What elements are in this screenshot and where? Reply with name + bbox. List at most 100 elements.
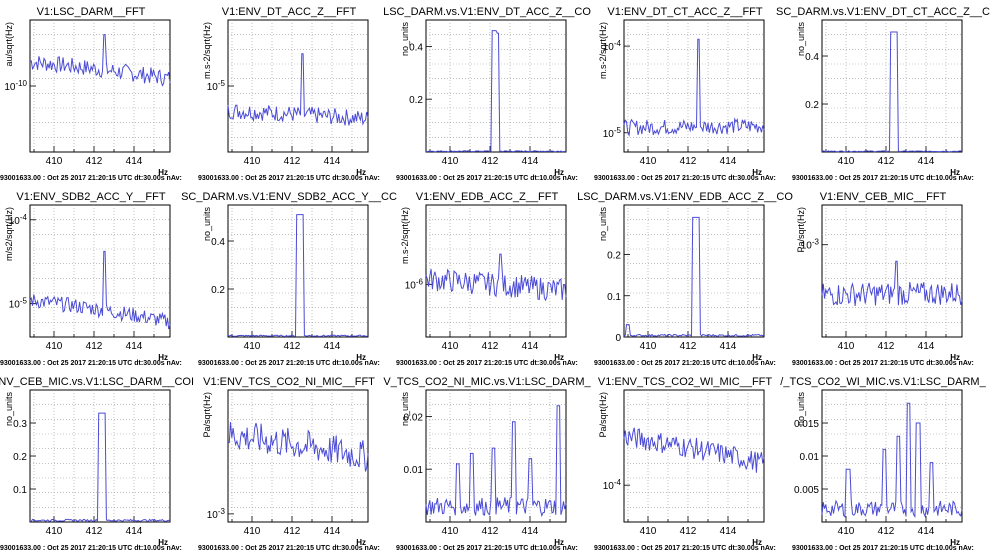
x-tick-label: 412 (284, 341, 301, 352)
panel-footer: 93001633.00 : Oct 25 2017 21:20:15 UTC d… (0, 360, 182, 367)
y-tick-label: 0.2 (211, 285, 225, 296)
x-axis-label: Hz (554, 538, 564, 547)
y-tick-label: 0.2 (409, 95, 423, 106)
x-tick-label: 414 (720, 526, 737, 537)
chart-title: LSC_DARM.vs.V1:ENV_EDB_ACC_Z__CO (577, 191, 793, 203)
plot-frame (821, 19, 963, 153)
chart-panel-13: V_TCS_CO2_NI_MIC.vs.V1:LSC_DARM_ 410 412 41… (383, 376, 591, 552)
plot-frame (623, 204, 765, 338)
x-tick-label: 410 (838, 341, 855, 352)
x-axis-label: Hz (356, 168, 366, 177)
y-tick-label: 0.01 (404, 465, 424, 476)
x-axis-label: Hz (158, 538, 168, 547)
panel-footer: 93001633.00 : Oct 25 2017 21:20:15 UTC d… (198, 175, 380, 182)
chart-title: SC_DARM.vs.V1:ENV_SDB2_ACC_Y__CC (181, 191, 397, 203)
x-tick-label: 412 (86, 526, 103, 537)
chart-title: V1:ENV_DT_ACC_Z__FFT (222, 6, 357, 18)
y-tick-label: 0.4 (409, 42, 423, 53)
plot-frame (623, 19, 765, 153)
y-tick-label: 0.005 (794, 485, 819, 496)
x-tick-label: 414 (522, 341, 539, 352)
x-tick-label: 410 (244, 156, 261, 167)
y-axis-label: no_units (796, 22, 806, 57)
x-tick-label: 410 (640, 341, 657, 352)
chart-panel-5: SC_DARM.vs.V1:ENV_DT_CT_ACC_Z__C 410 412 41… (776, 6, 990, 182)
x-tick-label: 412 (482, 526, 499, 537)
x-tick-label: 410 (442, 341, 459, 352)
y-tick-label: 0 (615, 333, 621, 344)
plot-frame (821, 204, 963, 338)
x-axis-label: Hz (950, 538, 960, 547)
chart-panel-8: V1:ENV_EDB_ACC_Z__FFT 410 412 414 Hz 10-6 m.s-… (396, 191, 578, 367)
x-tick-label: 414 (324, 341, 341, 352)
panel-footer: 93001633.00 : Oct 25 2017 21:20:15 UTC d… (594, 360, 776, 367)
x-tick-label: 412 (878, 156, 895, 167)
x-tick-label: 412 (680, 526, 697, 537)
data-trace (29, 34, 171, 87)
y-axis-label: no_units (598, 207, 608, 242)
data-trace (227, 421, 369, 472)
plot-frame (425, 204, 567, 338)
panel-footer: 93001633.00 : Oct 25 2017 21:20:15 UTC d… (792, 360, 974, 367)
y-axis-label: m/s2/sqrt(Hz) (4, 207, 14, 261)
y-tick-label: 10-5 (603, 126, 622, 140)
x-tick-label: 412 (86, 156, 103, 167)
x-tick-label: 410 (640, 156, 657, 167)
y-axis-label: no_units (202, 207, 212, 242)
y-axis-label: no_units (400, 392, 410, 427)
x-tick-label: 414 (918, 526, 935, 537)
chart-title: LSC_DARM.vs.V1:ENV_DT_ACC_Z__CO (383, 6, 591, 18)
x-tick-label: 410 (838, 526, 855, 537)
x-tick-label: 412 (284, 526, 301, 537)
y-axis-label: au/sqrt(Hz) (4, 22, 14, 67)
x-tick-label: 414 (324, 156, 341, 167)
data-trace (227, 214, 369, 338)
chart-title: SC_DARM.vs.V1:ENV_DT_CT_ACC_Z__C (776, 6, 990, 18)
chart-panel-12: V1:ENV_TCS_CO2_NI_MIC__FFT 410 412 414 Hz 10-… (198, 376, 380, 552)
panel-footer: 93001633.00 : Oct 25 2017 21:20:15 UTC d… (396, 360, 578, 367)
chart-title: V1:ENV_SDB2_ACC_Y__FFT (16, 191, 165, 203)
y-axis-label: Pa/sqrt(Hz) (796, 207, 806, 253)
x-axis-label: Hz (554, 168, 564, 177)
x-axis-label: Hz (356, 538, 366, 547)
x-tick-label: 414 (720, 156, 737, 167)
y-tick-label: 0.3 (13, 419, 27, 430)
data-trace (821, 31, 963, 153)
plot-frame (425, 19, 567, 153)
y-axis-label: m.s-2/sqrt(Hz) (400, 207, 410, 264)
chart-title: V1:ENV_DT_CT_ACC_Z__FFT (607, 6, 763, 18)
panel-footer: 93001633.00 : Oct 25 2017 21:20:15 UTC d… (792, 545, 974, 552)
y-tick-label: 0.2 (805, 100, 819, 111)
x-tick-label: 410 (46, 156, 63, 167)
y-tick-label: 0.2 (13, 452, 27, 463)
x-tick-label: 414 (522, 156, 539, 167)
data-trace (821, 402, 963, 519)
x-tick-label: 410 (838, 156, 855, 167)
x-axis-label: Hz (752, 538, 762, 547)
x-tick-label: 414 (918, 156, 935, 167)
plot-frame (227, 204, 369, 338)
plot-frame (227, 19, 369, 153)
panel-footer: 93001633.00 : Oct 25 2017 21:20:15 UTC d… (396, 545, 578, 552)
y-axis-label: Pa/sqrt(Hz) (598, 392, 608, 438)
y-axis-label: m.s-2/sqrt(Hz) (202, 22, 212, 79)
x-axis-label: Hz (752, 168, 762, 177)
chart-title: V1:LSC_DARM__FFT (37, 6, 146, 18)
panel-footer: 93001633.00 : Oct 25 2017 21:20:15 UTC d… (0, 175, 182, 182)
chart-title: V1:ENV_TCS_CO2_NI_MIC__FFT (203, 376, 375, 388)
x-tick-label: 410 (46, 526, 63, 537)
panel-footer: 93001633.00 : Oct 25 2017 21:20:15 UTC d… (198, 360, 380, 367)
x-tick-label: 412 (86, 341, 103, 352)
chart-panel-3: LSC_DARM.vs.V1:ENV_DT_ACC_Z__CO 410 412 414… (383, 6, 591, 182)
x-axis-label: Hz (950, 353, 960, 362)
y-tick-label: 0.1 (607, 292, 621, 303)
x-tick-label: 414 (126, 341, 143, 352)
x-axis-label: Hz (158, 168, 168, 177)
x-axis-label: Hz (752, 353, 762, 362)
chart-title: :ENV_CEB_MIC.vs.V1:LSC_DARM__COI (0, 376, 194, 388)
y-tick-label: 10-6 (405, 277, 424, 291)
x-tick-label: 414 (918, 341, 935, 352)
